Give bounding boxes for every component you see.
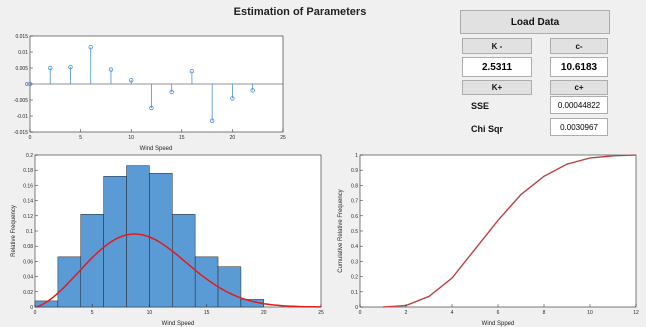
x-tick-label: 20 bbox=[230, 135, 236, 141]
stem-point bbox=[128, 77, 134, 83]
weibull-fit-curve bbox=[37, 233, 321, 308]
fitted-cdf-line bbox=[382, 154, 637, 308]
stem-point bbox=[68, 64, 73, 70]
x-tick-label: 8 bbox=[543, 310, 546, 316]
stem-point bbox=[230, 96, 235, 101]
stem-point bbox=[108, 67, 114, 72]
histogram-bar bbox=[103, 176, 127, 308]
y-tick-label: 0.16 bbox=[23, 183, 33, 189]
x-tick-label: 2 bbox=[405, 310, 408, 316]
c-value-field[interactable]: 10.6183 bbox=[550, 57, 608, 77]
error-stem-chart: -0.015 -0.01 -0.005 0 0.005 0.01 0.015 0 5 10 15 2… bbox=[14, 34, 286, 152]
histogram-chart: 00.020.040.060.080.10.120.140.160.180.2 … bbox=[11, 153, 324, 327]
y-tick-label: -0.015 bbox=[14, 130, 28, 136]
y-tick-label: 0.1 bbox=[26, 229, 33, 235]
stem-xlabel: Wind Speed bbox=[140, 146, 173, 152]
y-tick-label: 0.005 bbox=[15, 66, 28, 72]
y-tick-label: 0.1 bbox=[351, 290, 358, 296]
y-tick-label: 0 bbox=[355, 305, 358, 311]
x-tick-label: 0 bbox=[29, 135, 32, 141]
x-tick-label: 10 bbox=[147, 310, 153, 316]
sse-label: SSE bbox=[471, 101, 490, 111]
y-tick-label: 0.01 bbox=[18, 50, 28, 56]
histogram-bar bbox=[80, 214, 104, 308]
y-tick-label: 0.04 bbox=[23, 275, 33, 281]
stem-point bbox=[27, 81, 33, 87]
x-tick-label: 20 bbox=[261, 310, 267, 316]
chi-sqr-value-field[interactable]: 0.0030967 bbox=[550, 118, 608, 136]
y-tick-label: 0.4 bbox=[351, 244, 358, 250]
hist-ylabel: Relative Frequency bbox=[11, 205, 17, 257]
cdf-xlabel: Wind Spped bbox=[482, 321, 515, 327]
y-tick-label: -0.01 bbox=[17, 114, 29, 120]
x-tick-label: 4 bbox=[451, 310, 454, 316]
x-tick-label: 0 bbox=[34, 310, 37, 316]
x-tick-label: 10 bbox=[587, 310, 593, 316]
histogram-bar bbox=[149, 172, 173, 308]
x-tick-label: 15 bbox=[204, 310, 210, 316]
x-tick-label: 5 bbox=[91, 310, 94, 316]
stem-point bbox=[48, 65, 53, 71]
x-tick-label: 15 bbox=[179, 135, 185, 141]
stem-point bbox=[149, 105, 154, 111]
y-tick-label: 0.12 bbox=[23, 214, 33, 220]
cdf-ylabel: Cumulative Relative Frequency bbox=[338, 189, 344, 272]
x-tick-label: 6 bbox=[497, 310, 500, 316]
y-tick-label: 0.9 bbox=[351, 168, 358, 174]
k-minus-button[interactable]: K - bbox=[462, 38, 532, 54]
histogram-bar bbox=[194, 256, 219, 308]
y-tick-label: -0.005 bbox=[14, 98, 28, 104]
x-tick-label: 10 bbox=[128, 135, 134, 141]
y-tick-label: 0 bbox=[30, 305, 33, 311]
stem-point bbox=[88, 45, 93, 50]
y-tick-label: 1 bbox=[355, 153, 358, 159]
y-tick-label: 0.6 bbox=[351, 214, 358, 220]
x-tick-label: 5 bbox=[79, 135, 82, 141]
stem-point bbox=[169, 89, 174, 95]
y-tick-label: 0.3 bbox=[351, 259, 358, 265]
x-tick-label: 25 bbox=[318, 310, 324, 316]
y-tick-label: 0.7 bbox=[351, 199, 358, 205]
y-tick-label: 0.015 bbox=[15, 34, 28, 40]
stem-point bbox=[189, 68, 195, 74]
c-minus-button[interactable]: c- bbox=[550, 38, 608, 54]
y-tick-label: 0.06 bbox=[23, 259, 33, 265]
y-tick-label: 0.5 bbox=[351, 229, 358, 235]
y-tick-label: 0.08 bbox=[23, 244, 33, 250]
y-tick-label: 0 bbox=[25, 82, 28, 88]
x-tick-label: 0 bbox=[359, 310, 362, 316]
k-value-field[interactable]: 2.5311 bbox=[462, 57, 532, 77]
k-plus-button[interactable]: K+ bbox=[462, 80, 532, 95]
y-tick-label: 0.2 bbox=[351, 275, 358, 281]
cdf-chart: 00.10.20.30.40.50.60.70.80.91 0 2 4 6 8 10 12 … bbox=[338, 153, 639, 327]
page-title: Estimation of Parameters bbox=[233, 6, 367, 18]
y-tick-label: 0.02 bbox=[23, 290, 33, 296]
hist-xlabel: Wind Speed bbox=[162, 321, 195, 327]
y-tick-label: 0.2 bbox=[26, 153, 33, 159]
y-tick-label: 0.18 bbox=[23, 168, 33, 174]
y-tick-label: 0.8 bbox=[351, 183, 358, 189]
x-tick-label: 25 bbox=[280, 135, 286, 141]
stem-point bbox=[209, 118, 215, 123]
y-tick-label: 0.14 bbox=[23, 199, 33, 205]
cdf-plot-area bbox=[359, 154, 637, 308]
chi-sqr-label: Chi Sqr bbox=[471, 124, 504, 134]
histogram-bar bbox=[217, 266, 242, 308]
c-plus-button[interactable]: c+ bbox=[550, 80, 608, 95]
x-tick-label: 12 bbox=[633, 310, 639, 316]
stem-point bbox=[250, 88, 255, 93]
load-data-button[interactable]: Load Data bbox=[460, 10, 610, 34]
sse-value-field[interactable]: 0.00044822 bbox=[550, 96, 608, 114]
